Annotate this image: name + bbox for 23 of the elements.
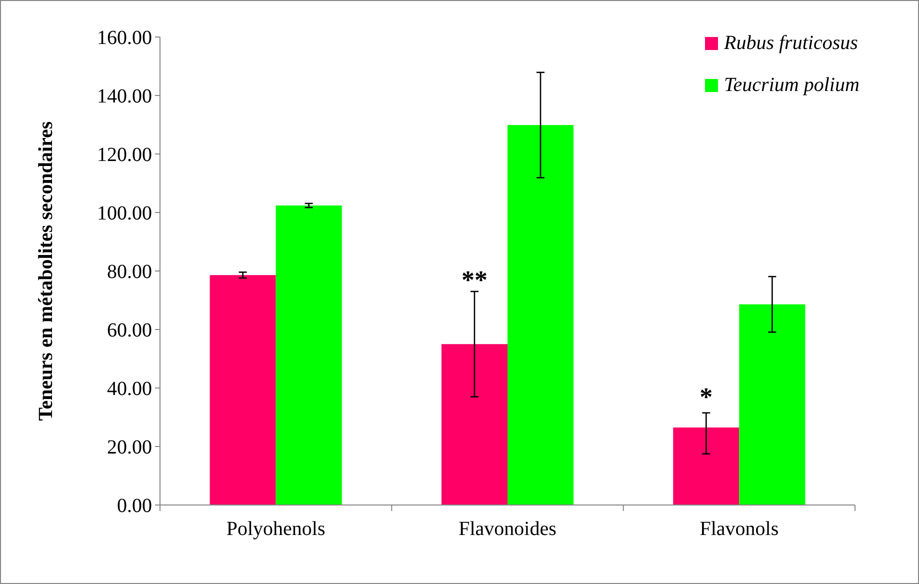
y-tick-label: 120.00 xyxy=(97,144,152,166)
y-tick-label: 140.00 xyxy=(97,86,152,108)
bar xyxy=(276,205,342,505)
y-tick-label: 20.00 xyxy=(107,436,152,458)
y-axis-title: Teneurs en métabolites secondaires xyxy=(35,121,57,421)
legend-label: Rubus fruticosus xyxy=(723,32,858,54)
x-tick-label: Flavonols xyxy=(700,518,779,540)
y-tick-label: 0.00 xyxy=(117,495,152,517)
bar xyxy=(210,275,276,505)
y-tick-label: 40.00 xyxy=(107,378,152,400)
y-tick-label: 100.00 xyxy=(97,202,152,224)
y-tick-label: 80.00 xyxy=(107,261,152,283)
y-tick-label: 160.00 xyxy=(97,27,152,49)
annotation: * xyxy=(700,382,713,412)
bar xyxy=(441,344,508,505)
annotation: ** xyxy=(461,265,488,294)
bar xyxy=(673,427,740,505)
bar xyxy=(739,304,806,505)
bar xyxy=(508,125,574,505)
x-tick-label: Flavonoides xyxy=(458,518,557,540)
y-tick-label: 60.00 xyxy=(107,320,152,342)
legend-label: Teucrium polium xyxy=(724,74,860,96)
x-tick-label: Polyohenols xyxy=(226,518,326,540)
